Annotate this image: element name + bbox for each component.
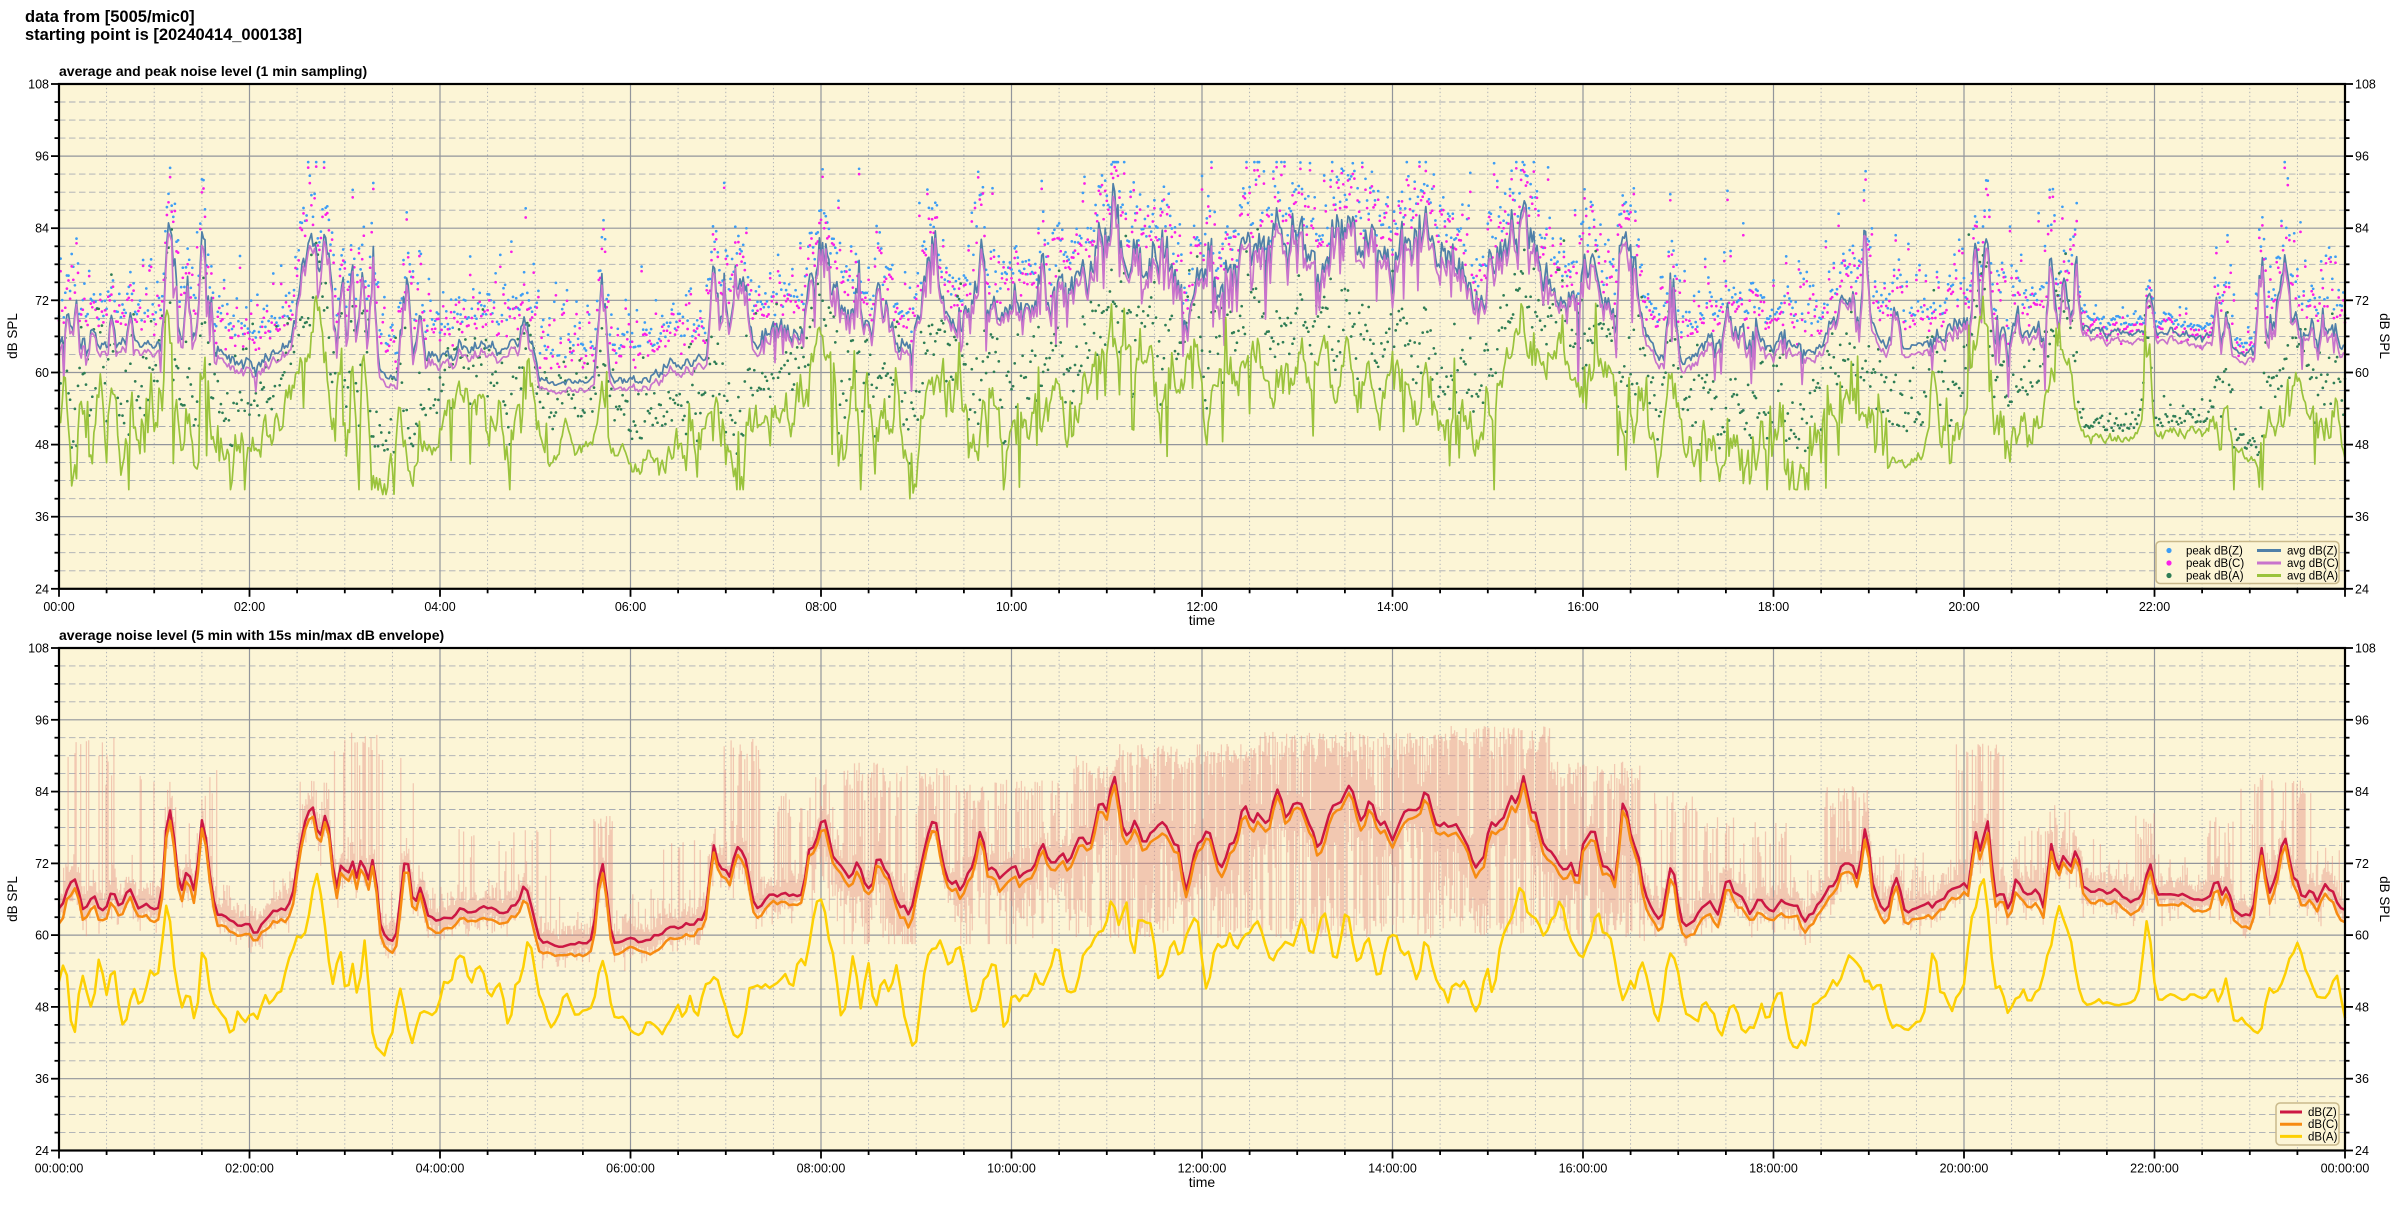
svg-text:peak dB(Z): peak dB(Z) — [2186, 546, 2243, 558]
svg-text:16:00:00: 16:00:00 — [1559, 1162, 1608, 1176]
svg-text:00:00: 00:00 — [43, 600, 74, 614]
svg-text:12:00:00: 12:00:00 — [1178, 1162, 1227, 1176]
svg-text:48: 48 — [2355, 438, 2369, 452]
svg-text:60: 60 — [35, 929, 49, 943]
svg-text:time: time — [1189, 1174, 1216, 1190]
svg-text:22:00:00: 22:00:00 — [2130, 1162, 2179, 1176]
svg-text:04:00:00: 04:00:00 — [416, 1162, 465, 1176]
svg-text:06:00: 06:00 — [615, 600, 646, 614]
svg-text:00:00:00: 00:00:00 — [35, 1162, 84, 1176]
svg-text:04:00: 04:00 — [424, 600, 455, 614]
svg-text:84: 84 — [2355, 785, 2369, 799]
svg-text:14:00: 14:00 — [1377, 600, 1408, 614]
svg-text:24: 24 — [35, 582, 49, 596]
svg-text:dB(Z): dB(Z) — [2308, 1107, 2337, 1119]
svg-text:08:00:00: 08:00:00 — [797, 1162, 846, 1176]
svg-text:72: 72 — [2355, 294, 2369, 308]
svg-text:108: 108 — [2355, 78, 2376, 92]
svg-text:60: 60 — [35, 366, 49, 380]
svg-text:time: time — [1189, 612, 1216, 628]
svg-text:dB SPL: dB SPL — [5, 313, 20, 359]
svg-text:60: 60 — [2355, 929, 2369, 943]
svg-text:10:00:00: 10:00:00 — [987, 1162, 1036, 1176]
svg-text:peak dB(C): peak dB(C) — [2186, 558, 2244, 570]
svg-text:96: 96 — [2355, 150, 2369, 164]
svg-text:20:00:00: 20:00:00 — [1940, 1162, 1989, 1176]
svg-text:96: 96 — [35, 150, 49, 164]
svg-text:18:00:00: 18:00:00 — [1749, 1162, 1798, 1176]
svg-text:60: 60 — [2355, 366, 2369, 380]
svg-text:36: 36 — [2355, 510, 2369, 524]
svg-text:avg dB(A): avg dB(A) — [2287, 571, 2338, 583]
svg-text:10:00: 10:00 — [996, 600, 1027, 614]
svg-text:48: 48 — [2355, 1000, 2369, 1014]
svg-text:02:00:00: 02:00:00 — [225, 1162, 274, 1176]
svg-text:02:00: 02:00 — [234, 600, 265, 614]
svg-text:dB(A): dB(A) — [2308, 1131, 2338, 1143]
svg-text:08:00: 08:00 — [805, 600, 836, 614]
svg-text:06:00:00: 06:00:00 — [606, 1162, 655, 1176]
svg-text:96: 96 — [2355, 713, 2369, 727]
svg-text:00:00:00: 00:00:00 — [2321, 1162, 2370, 1176]
svg-text:dB SPL: dB SPL — [5, 876, 20, 922]
svg-text:dB(C): dB(C) — [2308, 1119, 2338, 1131]
svg-text:avg dB(C): avg dB(C) — [2287, 558, 2339, 570]
svg-text:108: 108 — [28, 78, 49, 92]
svg-text:36: 36 — [2355, 1072, 2369, 1086]
svg-text:data from [5005/mic0]: data from [5005/mic0] — [25, 8, 195, 26]
svg-text:20:00: 20:00 — [1948, 600, 1979, 614]
svg-text:18:00: 18:00 — [1758, 600, 1789, 614]
svg-text:108: 108 — [28, 642, 49, 656]
svg-text:avg dB(Z): avg dB(Z) — [2287, 546, 2338, 558]
svg-text:12:00: 12:00 — [1186, 600, 1217, 614]
svg-text:average and peak noise level (: average and peak noise level (1 min samp… — [59, 63, 367, 79]
svg-text:72: 72 — [2355, 857, 2369, 871]
svg-text:72: 72 — [35, 857, 49, 871]
svg-text:16:00: 16:00 — [1567, 600, 1598, 614]
svg-text:22:00: 22:00 — [2139, 600, 2170, 614]
svg-text:dB SPL: dB SPL — [2377, 313, 2392, 359]
svg-text:24: 24 — [35, 1144, 49, 1158]
svg-text:84: 84 — [35, 785, 49, 799]
svg-text:36: 36 — [35, 1072, 49, 1086]
svg-text:96: 96 — [35, 713, 49, 727]
svg-text:36: 36 — [35, 510, 49, 524]
svg-text:84: 84 — [35, 222, 49, 236]
svg-text:48: 48 — [35, 438, 49, 452]
svg-text:48: 48 — [35, 1000, 49, 1014]
svg-text:peak dB(A): peak dB(A) — [2186, 571, 2244, 583]
svg-text:84: 84 — [2355, 222, 2369, 236]
svg-text:14:00:00: 14:00:00 — [1368, 1162, 1417, 1176]
svg-text:24: 24 — [2355, 1144, 2369, 1158]
svg-text:24: 24 — [2355, 582, 2369, 596]
svg-text:dB SPL: dB SPL — [2377, 876, 2392, 922]
svg-text:average noise level (5 min wit: average noise level (5 min with 15s min/… — [59, 627, 444, 643]
svg-text:72: 72 — [35, 294, 49, 308]
svg-text:starting point is [20240414_00: starting point is [20240414_000138] — [25, 26, 302, 44]
svg-text:108: 108 — [2355, 642, 2376, 656]
